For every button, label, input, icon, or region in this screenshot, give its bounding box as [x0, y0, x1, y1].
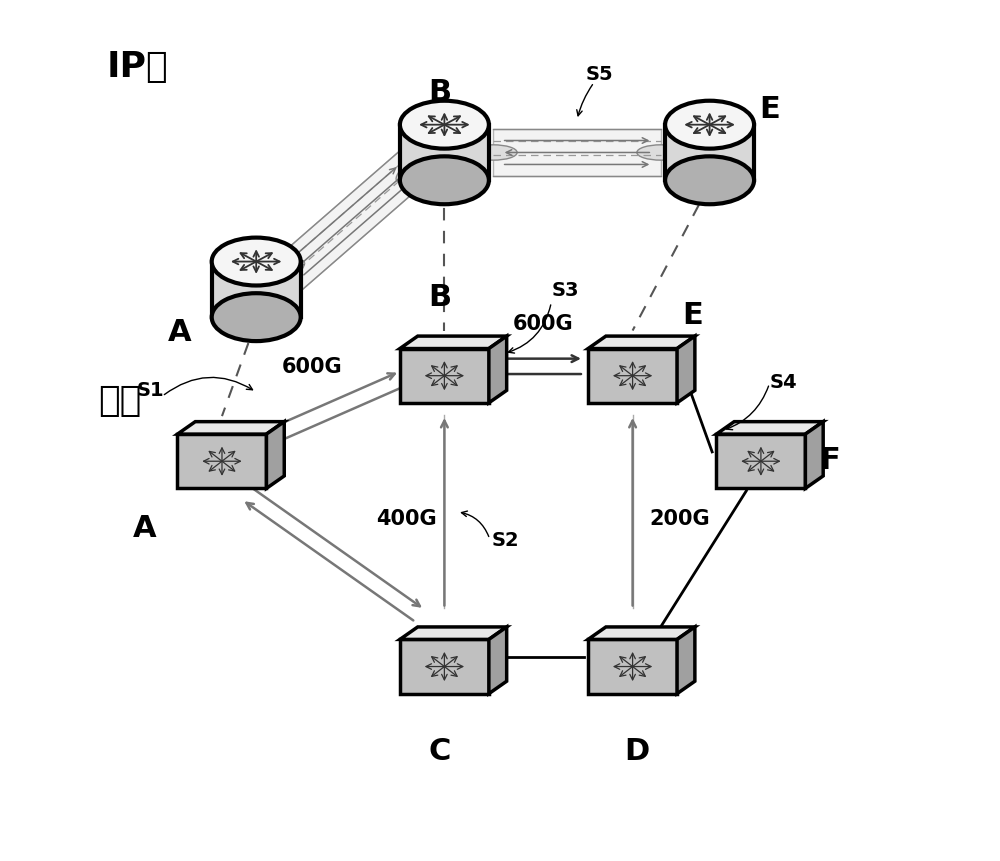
Ellipse shape	[212, 294, 301, 341]
Text: B: B	[429, 78, 452, 107]
Polygon shape	[677, 336, 695, 403]
Text: C: C	[429, 737, 451, 765]
Polygon shape	[588, 349, 677, 403]
Text: S5: S5	[586, 65, 613, 84]
Ellipse shape	[396, 153, 428, 182]
Text: 400G: 400G	[376, 509, 437, 529]
Ellipse shape	[400, 101, 489, 149]
Polygon shape	[588, 627, 695, 640]
Text: S1: S1	[136, 381, 164, 400]
Polygon shape	[400, 125, 489, 180]
Polygon shape	[400, 640, 489, 694]
Text: B: B	[429, 283, 452, 313]
Ellipse shape	[273, 260, 305, 289]
Polygon shape	[588, 336, 695, 349]
Polygon shape	[489, 336, 507, 403]
Polygon shape	[177, 434, 266, 488]
Ellipse shape	[637, 145, 685, 160]
Text: IP层: IP层	[106, 50, 168, 84]
Polygon shape	[677, 627, 695, 694]
Text: E: E	[682, 300, 703, 330]
Ellipse shape	[469, 145, 517, 160]
Polygon shape	[665, 125, 754, 180]
Polygon shape	[489, 627, 507, 694]
Text: F: F	[819, 446, 840, 475]
Polygon shape	[805, 422, 823, 488]
Polygon shape	[716, 422, 823, 434]
Polygon shape	[588, 640, 677, 694]
Polygon shape	[400, 336, 507, 349]
Polygon shape	[275, 152, 425, 290]
Text: A: A	[167, 318, 191, 347]
Text: S3: S3	[551, 282, 579, 300]
Text: 600G: 600G	[282, 357, 342, 377]
Polygon shape	[266, 422, 284, 488]
Text: A: A	[133, 514, 157, 543]
Ellipse shape	[212, 238, 301, 286]
Polygon shape	[716, 434, 805, 488]
Polygon shape	[177, 422, 284, 434]
Polygon shape	[400, 349, 489, 403]
Text: 600G: 600G	[513, 314, 573, 334]
Ellipse shape	[665, 101, 754, 149]
Polygon shape	[493, 128, 661, 177]
Ellipse shape	[400, 157, 489, 204]
Ellipse shape	[665, 157, 754, 204]
Text: S2: S2	[491, 531, 519, 550]
Text: S4: S4	[769, 373, 797, 392]
Text: D: D	[624, 737, 649, 765]
Polygon shape	[400, 627, 507, 640]
Text: 光层: 光层	[98, 383, 141, 418]
Text: 200G: 200G	[650, 509, 710, 529]
Text: E: E	[759, 96, 780, 124]
Polygon shape	[212, 262, 301, 317]
